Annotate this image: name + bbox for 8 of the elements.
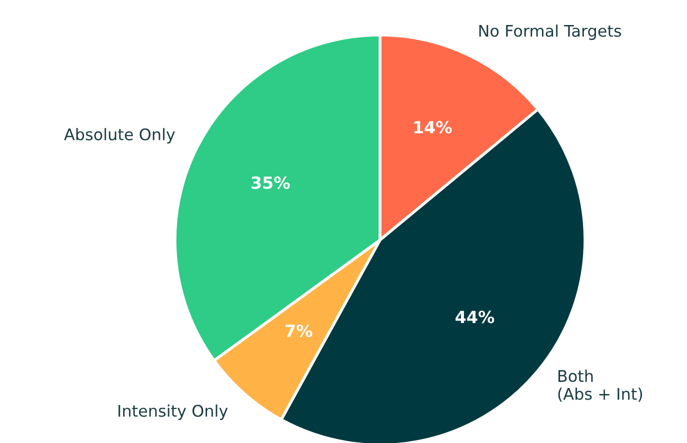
slice-label: Intensity Only <box>118 404 228 420</box>
data-label: 7% <box>286 324 312 338</box>
slice-label: Absolute Only <box>64 128 175 144</box>
data-label: 14% <box>414 120 452 134</box>
slice-label: Both (Abs + Int) <box>558 370 642 402</box>
slice-label: No Formal Targets <box>479 24 622 40</box>
data-label: 44% <box>456 310 494 324</box>
data-label: 35% <box>252 176 290 189</box>
